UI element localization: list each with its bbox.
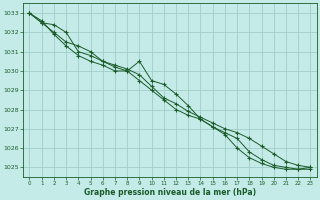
X-axis label: Graphe pression niveau de la mer (hPa): Graphe pression niveau de la mer (hPa) xyxy=(84,188,256,197)
